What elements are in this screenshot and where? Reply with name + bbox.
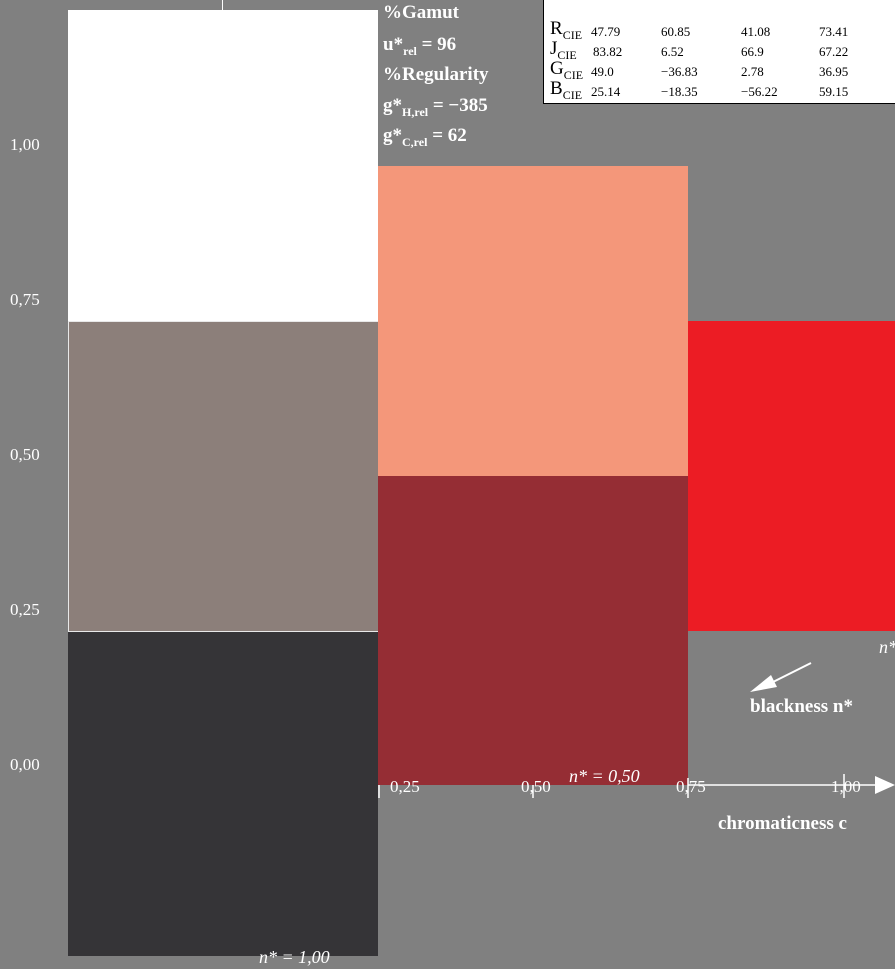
gc-rel-metric: g*C,rel = 62 (383, 125, 467, 150)
n-star-half-label: n* = 0,50 (569, 766, 640, 786)
x-axis-arrowhead (875, 776, 895, 794)
x-tick-label: 0,75 (676, 777, 706, 796)
gh-rel-symbol: g* (383, 95, 402, 116)
cell: 49.0 (591, 64, 614, 79)
gc-rel-sub: C,rel (402, 134, 428, 149)
row-name: GCIE (550, 58, 584, 82)
swatch-dark-red (378, 476, 688, 785)
gh-rel-sub: H,rel (402, 104, 429, 119)
gc-rel-symbol: g* (383, 125, 402, 146)
n-star-cut-label: n* (879, 637, 895, 657)
table-row: GCIE 49.0 −36.83 2.78 36.95 (544, 58, 895, 82)
cell: 67.22 (819, 44, 849, 59)
n-star-one-label: n* = 1,00 (259, 947, 330, 967)
table-row: RCIE 47.79 60.85 41.08 73.41 (544, 18, 895, 42)
blackness-arrow-shaft (766, 662, 812, 686)
cell: 2.78 (741, 64, 764, 79)
chromaticness-axis-label: chromaticness c (718, 813, 847, 834)
u-rel-sub: rel (403, 43, 417, 58)
u-rel-value: = 96 (416, 34, 457, 55)
cell: 73.41 (819, 24, 849, 39)
cell: −36.83 (661, 64, 698, 79)
row-name: JCIE (550, 38, 577, 62)
cie-data-table: RCIE 47.79 60.85 41.08 73.41 JCIE 83.82 … (543, 0, 895, 104)
cell: 36.95 (819, 64, 849, 79)
blackness-axis-label: blackness n* (750, 696, 853, 717)
y-tick-label: 0,75 (10, 290, 40, 309)
cell: −56.22 (741, 84, 778, 99)
cell: −18.35 (661, 84, 698, 99)
regularity-label: %Regularity (383, 64, 489, 85)
table-row: JCIE 83.82 6.52 66.9 67.22 (544, 38, 895, 62)
cell: 66.9 (741, 44, 764, 59)
swatch-white (68, 10, 378, 322)
y-tick-label: 0,00 (10, 755, 40, 774)
cell: 83.82 (593, 44, 623, 59)
gamut-label: %Gamut (383, 2, 459, 23)
y-tick-label: 0,50 (10, 445, 40, 464)
cell: 6.52 (661, 44, 684, 59)
blackness-arrow (750, 662, 812, 692)
gh-rel-metric: g*H,rel = −385 (383, 95, 488, 120)
gh-rel-value: = −385 (428, 95, 488, 116)
x-tick-label: 0,25 (390, 777, 420, 796)
cell: 41.08 (741, 24, 771, 39)
y-tick-label: 0,25 (10, 600, 40, 619)
x-tick-label: 0,50 (521, 777, 551, 796)
cell: 59.15 (819, 84, 849, 99)
swatch-light-red (378, 166, 688, 476)
swatch-black (68, 632, 378, 956)
y-tick-label: 1,00 (10, 135, 40, 154)
top-tick (222, 0, 223, 12)
row-name: RCIE (550, 18, 583, 42)
blackness-arrowhead (750, 675, 777, 692)
row-name: BCIE (550, 78, 583, 102)
u-rel-metric: u*rel = 96 (383, 34, 456, 59)
swatch-red (688, 321, 895, 631)
cell: 25.14 (591, 84, 621, 99)
table-row: BCIE 25.14 −18.35 −56.22 59.15 (544, 78, 895, 102)
x-axis (378, 774, 895, 798)
cell: 47.79 (591, 24, 621, 39)
gc-rel-value: = 62 (427, 125, 467, 146)
x-tick-label: 1,00 (831, 777, 861, 796)
u-rel-symbol: u* (383, 34, 404, 55)
swatch-grey (68, 321, 379, 632)
cell: 60.85 (661, 24, 691, 39)
